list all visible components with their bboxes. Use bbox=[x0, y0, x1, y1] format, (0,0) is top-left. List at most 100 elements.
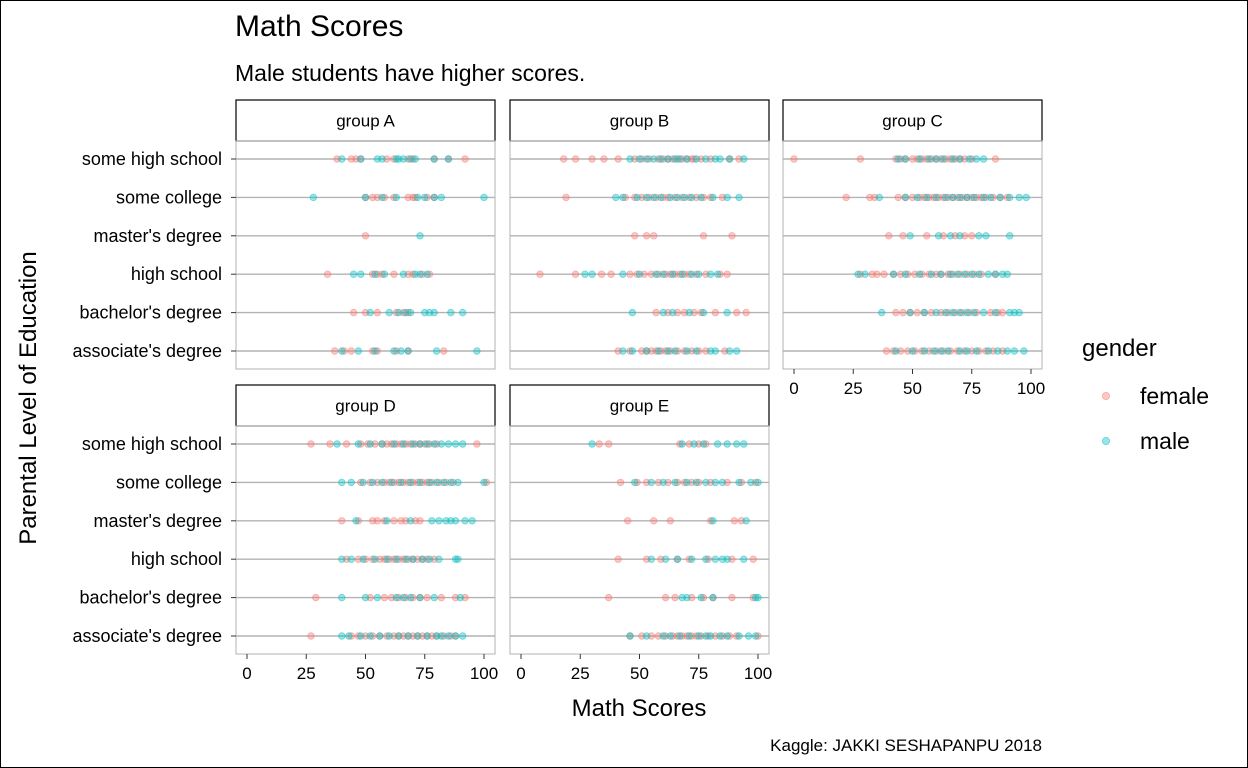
point-group-e-female bbox=[671, 593, 679, 602]
point-group-b-female bbox=[706, 193, 715, 202]
point-group-d-female bbox=[383, 632, 391, 640]
point-group-c-male bbox=[901, 270, 910, 278]
point-group-b-male bbox=[619, 270, 627, 278]
point-group-c-male bbox=[975, 270, 983, 278]
point-group-e-male bbox=[666, 632, 675, 640]
point-group-d-male bbox=[425, 555, 434, 563]
point-group-a-male bbox=[385, 308, 393, 317]
point-group-c-male bbox=[968, 270, 976, 278]
panel-border-group-b bbox=[509, 140, 770, 370]
point-group-c-male bbox=[994, 347, 1002, 355]
point-group-e-male bbox=[709, 517, 717, 525]
point-group-c-male bbox=[932, 308, 940, 317]
point-group-c-male bbox=[972, 155, 981, 163]
point-group-d-male bbox=[456, 593, 464, 602]
x-tick-label: 75 bbox=[689, 664, 708, 683]
facet-label-group-e: group E bbox=[610, 397, 670, 416]
point-group-e-male bbox=[690, 440, 698, 448]
point-group-e-female bbox=[595, 440, 603, 448]
point-group-c-male bbox=[930, 347, 938, 355]
point-group-b-female bbox=[626, 270, 634, 278]
point-group-d-male bbox=[480, 478, 488, 487]
point-group-a-male bbox=[380, 270, 389, 278]
point-group-c-male bbox=[946, 232, 955, 240]
point-group-e-male bbox=[723, 555, 731, 563]
y-tick-label-bachelor-s-degree: bachelor's degree bbox=[79, 588, 222, 608]
point-group-c-female bbox=[894, 193, 902, 202]
point-group-e-female bbox=[732, 632, 741, 640]
point-group-e-female bbox=[604, 593, 613, 602]
point-group-b-male bbox=[581, 270, 589, 278]
point-group-c-male bbox=[963, 308, 971, 317]
point-group-d-male bbox=[383, 517, 391, 525]
point-group-a-female bbox=[380, 193, 389, 202]
point-group-a-female bbox=[409, 270, 417, 278]
point-group-c-female bbox=[998, 308, 1007, 317]
point-group-c-female bbox=[790, 155, 798, 163]
point-group-a-male bbox=[371, 270, 379, 278]
point-group-c-male bbox=[972, 347, 981, 355]
point-group-e-male bbox=[683, 478, 691, 487]
point-group-e-female bbox=[614, 555, 622, 563]
point-group-c-male bbox=[982, 232, 990, 240]
point-group-d-male bbox=[435, 555, 443, 563]
point-group-d-female bbox=[423, 593, 431, 602]
point-group-d-female bbox=[307, 440, 315, 448]
x-tick-label: 50 bbox=[356, 664, 375, 683]
point-group-a-male bbox=[394, 308, 403, 317]
y-tick-label-some-college: some college bbox=[116, 472, 222, 492]
point-group-d-male bbox=[399, 440, 408, 448]
point-group-c-male bbox=[901, 155, 910, 163]
point-group-b-male bbox=[683, 347, 691, 355]
point-group-c-male bbox=[991, 270, 1000, 278]
point-group-d-male bbox=[423, 632, 431, 640]
point-group-b-male bbox=[664, 155, 672, 163]
point-group-b-female bbox=[711, 308, 720, 317]
point-group-c-female bbox=[918, 347, 926, 355]
point-group-c-female bbox=[899, 232, 907, 240]
point-group-e-male bbox=[751, 593, 760, 602]
point-group-a-male bbox=[430, 193, 438, 202]
point-group-e-male bbox=[642, 632, 651, 640]
x-tick-label: 75 bbox=[962, 379, 981, 398]
point-group-d-male bbox=[387, 478, 396, 487]
point-group-c-female bbox=[913, 308, 921, 317]
point-group-a-male bbox=[371, 347, 379, 355]
point-group-a-female bbox=[409, 155, 417, 163]
point-group-a-male bbox=[430, 308, 438, 317]
point-group-d-male bbox=[390, 440, 398, 448]
point-group-e-male bbox=[716, 632, 724, 640]
point-group-c-female bbox=[989, 193, 997, 202]
point-group-a-male bbox=[444, 155, 453, 163]
point-group-e-male bbox=[647, 555, 656, 563]
point-group-e-male bbox=[735, 632, 743, 640]
point-group-d-male bbox=[425, 478, 434, 487]
point-group-d-male bbox=[430, 593, 438, 602]
point-group-e-male bbox=[699, 440, 708, 448]
facet-label-group-a: group A bbox=[336, 112, 395, 131]
point-group-e-male bbox=[683, 593, 691, 602]
point-group-d-male bbox=[418, 555, 427, 563]
point-group-c-male bbox=[939, 155, 948, 163]
point-group-c-male bbox=[949, 193, 957, 202]
point-group-c-male bbox=[965, 155, 974, 163]
point-group-b-female bbox=[597, 270, 606, 278]
point-group-c-male bbox=[889, 270, 898, 278]
point-group-a-female bbox=[330, 347, 339, 355]
point-group-b-male bbox=[659, 270, 667, 278]
point-group-a-male bbox=[378, 193, 386, 202]
point-group-d-male bbox=[352, 517, 360, 525]
point-group-e-male bbox=[723, 440, 731, 448]
facet-label-group-d: group D bbox=[335, 397, 395, 416]
point-group-a-male bbox=[437, 193, 446, 202]
point-group-a-female bbox=[461, 155, 469, 163]
point-group-b-male bbox=[619, 193, 627, 202]
point-group-e-male bbox=[740, 440, 748, 448]
point-group-b-male bbox=[706, 270, 715, 278]
point-group-d-female bbox=[347, 632, 355, 640]
point-group-d-male bbox=[451, 555, 460, 563]
point-group-b-male bbox=[664, 347, 672, 355]
point-group-e-female bbox=[616, 478, 625, 487]
point-group-c-male bbox=[996, 193, 1004, 202]
point-group-a-male bbox=[399, 155, 408, 163]
